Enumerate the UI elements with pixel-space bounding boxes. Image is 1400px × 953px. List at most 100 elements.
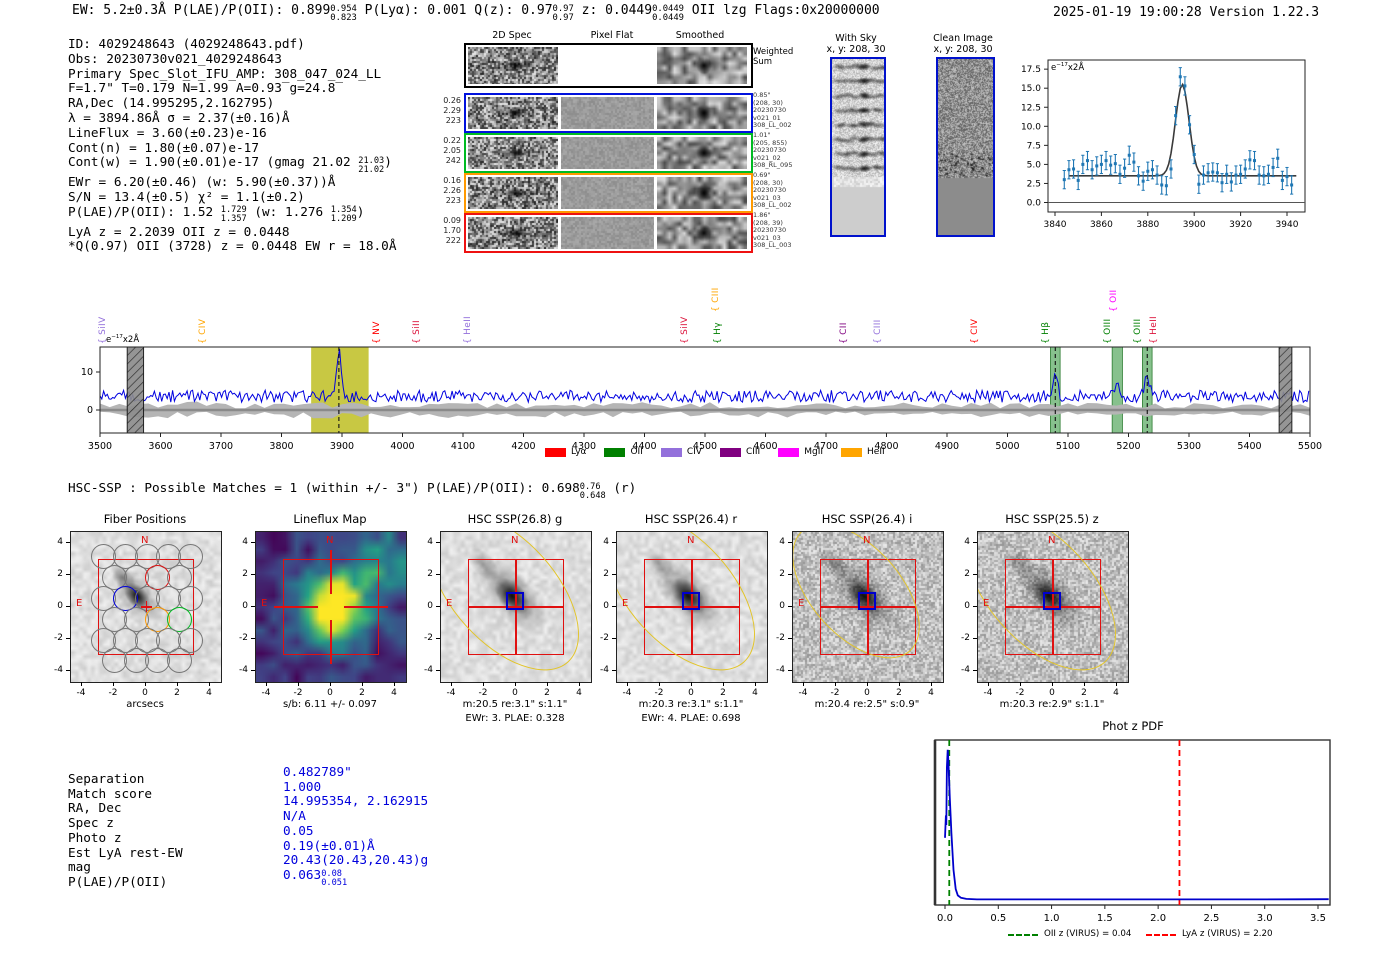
svg-text:3920: 3920 (1229, 220, 1252, 230)
spec2d-image-raw (468, 177, 558, 209)
spec2d-row-left-value: 0.26 (443, 96, 461, 105)
svg-text:3.5: 3.5 (1310, 913, 1326, 924)
stacked-fraction: 0.0449 0.0449 (652, 3, 684, 23)
cutout-xtick (755, 682, 756, 686)
text-segment: P(LAE)/P(OII): 1.52 (68, 203, 221, 219)
spec2d-row-left-value: 2.29 (443, 105, 461, 115)
cutout-xlabel: arcsecs (126, 699, 164, 710)
match-row-label: Separation (68, 771, 145, 786)
svg-text:15.0: 15.0 (1021, 84, 1041, 94)
cutout-ytick-label: 4 (427, 537, 433, 547)
cutout-xtick (451, 682, 452, 686)
spec2d-image-flat-noise (561, 97, 654, 129)
spec2d-row-right-value: (205, 855) (753, 138, 788, 147)
info-line: Cont(n) = 1.80(±0.07)e-17 (68, 140, 396, 156)
cutout-title: HSC SSP(25.5) z (1005, 512, 1099, 526)
svg-text:5200: 5200 (1116, 441, 1140, 452)
lineflux-crosshair-v2 (330, 620, 332, 664)
spec2d-row-right-value: 308_LL_002 (753, 121, 792, 130)
spectrum-line-label: { HeII (463, 315, 474, 344)
spec2d-weighted-sum-box (464, 43, 753, 88)
cutout-ytick (612, 638, 616, 639)
svg-text:3880: 3880 (1136, 220, 1159, 230)
spectrum-line-label: { Hβ (1040, 321, 1051, 344)
cutout-xtick (330, 682, 331, 686)
info-line: ID: 4029248643 (4029248643.pdf) (68, 36, 396, 52)
cutout-xtick (266, 682, 267, 686)
spec2d-exposure-row (464, 173, 753, 213)
text-segment: Cont(w) = 1.90(±0.01)e-17 (gmag 21.02 (68, 154, 359, 170)
spec2d-exposure-row (464, 133, 753, 173)
spec2d-row-right-value: 308_LL_002 (753, 201, 792, 210)
spec2d-row-left-value: 0.09 (443, 216, 461, 225)
legend-label: HeII (867, 447, 885, 457)
cutout-xtick-label: -2 (1015, 688, 1025, 698)
spec2d-exposure-row (464, 213, 753, 253)
legend-swatch-OII (604, 447, 626, 457)
cutout-xtick (835, 682, 836, 686)
spec2d-image-raw (468, 47, 558, 84)
cutout-ytick-label: 2 (57, 569, 63, 579)
match-row-label: Est LyA rest-EW (68, 844, 183, 860)
cutout-ytick-label: -2 (424, 633, 433, 643)
cutout-xlabel: m:20.4 re:2.5" s:0.9" (814, 699, 920, 710)
cutout-ytick-label: -4 (600, 665, 609, 675)
cutout-xlabel: m:20.5 re:3.1" s:1.1" (462, 699, 568, 710)
cutout-xtick-label: 4 (391, 688, 397, 698)
legend-swatch-Lyα (545, 447, 566, 457)
weighted-sum-label-line: Sum (753, 56, 773, 67)
spec2d-row-right-labels: 0.69" (208, 30) 20230730 v021_03 308_LL_002 (753, 171, 792, 210)
spec2d-row-right-value: v021_03 (753, 193, 781, 202)
spec2d-row-left-value: 0.16 (443, 176, 461, 185)
cutout-ytick-label: 4 (57, 537, 63, 547)
text-segment: 0.482789" (283, 764, 352, 779)
info-block: ID: 4029248643 (4029248643.pdf) Obs: 2023… (68, 36, 396, 254)
svg-text:4900: 4900 (935, 441, 959, 452)
spectrum-line-label: { OII (1109, 289, 1120, 312)
spec2d-row-left-value: 1.70 (443, 225, 461, 235)
spectrum-line-label: { SiII (412, 320, 423, 344)
text-segment: 0.05 (283, 822, 314, 838)
cutout-xtick (627, 682, 628, 686)
hsc-center-square (506, 592, 524, 610)
spec2d-row-left-labels: 0.22 2.05 242 (436, 136, 461, 165)
cutout-xlabel: m:20.3 re:3.1" s:1.1" (638, 699, 744, 710)
line-fit-ylabel-note: e−17x2Å (1051, 62, 1084, 73)
spec2d-image-flat-noise (561, 217, 654, 249)
stacked-fraction: 0.954 0.823 (330, 3, 357, 23)
spec2d-row-right-value: v021_03 (753, 233, 781, 242)
cutout-xtick-label: 0 (142, 688, 148, 698)
cutout-ytick (612, 606, 616, 607)
spec2d-row-right-value: 0.85" (753, 91, 771, 99)
svg-text:5500: 5500 (1298, 441, 1322, 452)
spec2d-row-right-value: 0.69" (753, 171, 771, 179)
cutout-ytick-label: 2 (427, 569, 433, 579)
compass-north-label: N (1048, 535, 1056, 546)
photz-legend-dash (1008, 934, 1038, 936)
legend-label: Lyα (571, 447, 587, 457)
spec2d-row-right-value: v021_02 (753, 153, 781, 162)
spec2d-col-title: Smoothed (675, 30, 725, 41)
cutout-xtick (988, 682, 989, 686)
weighted-sum-label: Weighted Sum (753, 47, 793, 67)
full-spectrum-plot: 3500 3600 3700 3800 3900 4000 4100 4200 4300 4400… (81, 346, 1322, 452)
cutout-ytick-label: 0 (242, 601, 248, 611)
svg-text:12.5: 12.5 (1021, 103, 1041, 113)
fiber-center-marker-v (146, 601, 148, 612)
fiber-circle (177, 627, 203, 653)
spec2d-row-right-value: (208, 30) (753, 178, 783, 187)
info-line: RA,Dec (14.995295,2.162795) (68, 95, 396, 111)
text-segment: S/N = 13.4(±0.5) χ² = 1.1(±0.2) (68, 188, 305, 204)
svg-text:3500: 3500 (88, 441, 112, 452)
match-row-value: N/A (283, 808, 306, 823)
spectrum-ylabel-note: e−17x2Å (106, 334, 140, 345)
cutout-title: Lineflux Map (293, 512, 367, 526)
hsc-center-square (682, 592, 700, 610)
svg-text:4800: 4800 (874, 441, 898, 452)
svg-text:0: 0 (87, 405, 93, 416)
clean-image (938, 59, 993, 235)
